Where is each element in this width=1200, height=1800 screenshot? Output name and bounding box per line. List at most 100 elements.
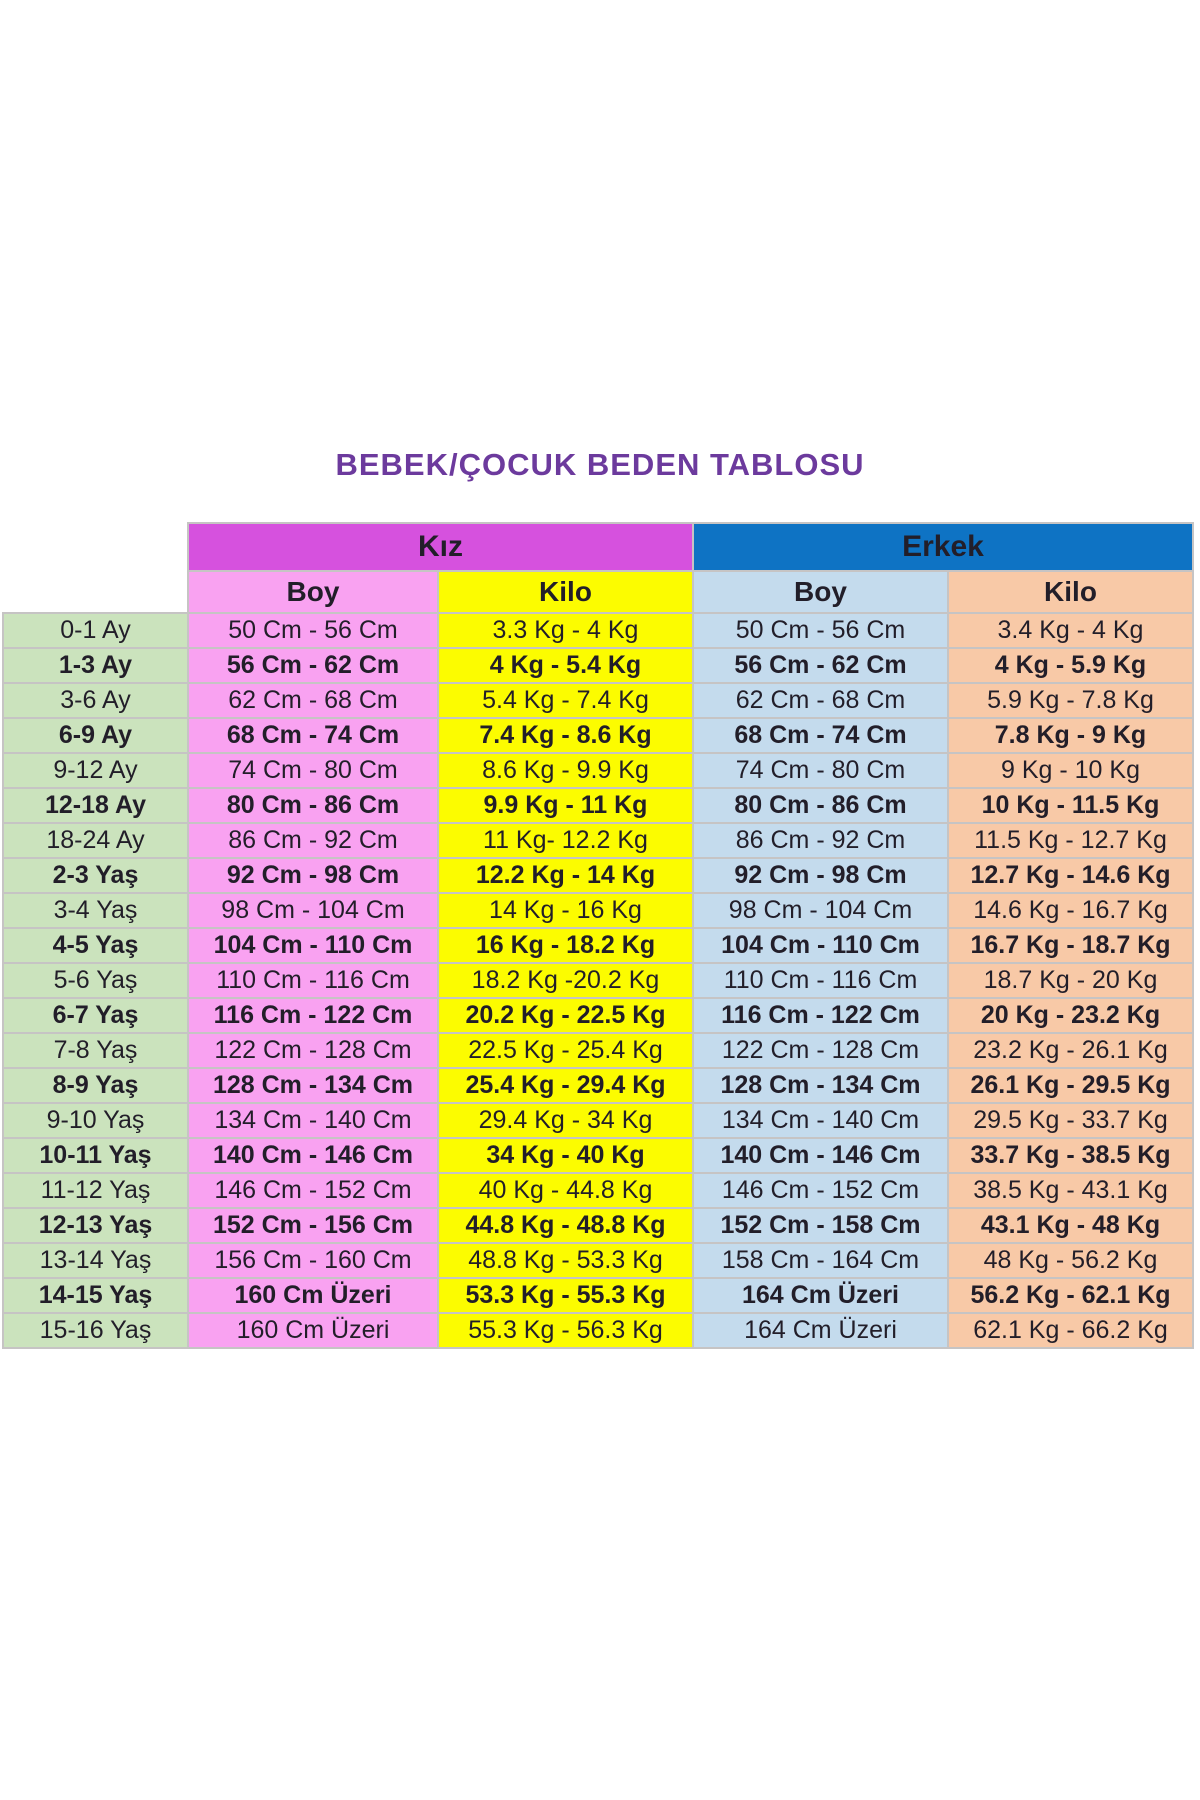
boy-weight-cell: 38.5 Kg - 43.1 Kg xyxy=(947,1172,1194,1209)
boy-weight-cell: 20 Kg - 23.2 Kg xyxy=(947,997,1194,1034)
age-cell: 9-10 Yaş xyxy=(2,1102,189,1139)
boy-height-cell: 140 Cm - 146 Cm xyxy=(692,1137,949,1174)
boy-height-cell: 146 Cm - 152 Cm xyxy=(692,1172,949,1209)
table-row: 3-6 Ay 62 Cm - 68 Cm 5.4 Kg - 7.4 Kg 62 … xyxy=(2,682,1194,719)
boy-weight-cell: 10 Kg - 11.5 Kg xyxy=(947,787,1194,824)
girl-height-cell: 156 Cm - 160 Cm xyxy=(187,1242,439,1279)
boy-height-cell: 110 Cm - 116 Cm xyxy=(692,962,949,999)
table-row: 13-14 Yaş 156 Cm - 160 Cm 48.8 Kg - 53.3… xyxy=(2,1242,1194,1279)
girl-weight-cell: 22.5 Kg - 25.4 Kg xyxy=(437,1032,694,1069)
table-row: 18-24 Ay 86 Cm - 92 Cm 11 Kg- 12.2 Kg 86… xyxy=(2,822,1194,859)
boy-height-cell: 56 Cm - 62 Cm xyxy=(692,647,949,684)
boy-height-cell: 128 Cm - 134 Cm xyxy=(692,1067,949,1104)
table-row: 14-15 Yaş 160 Cm Üzeri 53.3 Kg - 55.3 Kg… xyxy=(2,1277,1194,1314)
girl-weight-cell: 25.4 Kg - 29.4 Kg xyxy=(437,1067,694,1104)
age-cell: 2-3 Yaş xyxy=(2,857,189,894)
age-cell: 8-9 Yaş xyxy=(2,1067,189,1104)
boy-height-cell: 98 Cm - 104 Cm xyxy=(692,892,949,929)
boy-height-cell: 50 Cm - 56 Cm xyxy=(692,612,949,649)
age-cell: 4-5 Yaş xyxy=(2,927,189,964)
boy-height-cell: 104 Cm - 110 Cm xyxy=(692,927,949,964)
boy-weight-cell: 33.7 Kg - 38.5 Kg xyxy=(947,1137,1194,1174)
girl-height-cell: 110 Cm - 116 Cm xyxy=(187,962,439,999)
age-cell: 7-8 Yaş xyxy=(2,1032,189,1069)
table-row: 12-18 Ay 80 Cm - 86 Cm 9.9 Kg - 11 Kg 80… xyxy=(2,787,1194,824)
girl-weight-cell: 12.2 Kg - 14 Kg xyxy=(437,857,694,894)
boy-weight-cell: 48 Kg - 56.2 Kg xyxy=(947,1242,1194,1279)
age-cell: 3-4 Yaş xyxy=(2,892,189,929)
group-header-row: Kız Erkek xyxy=(3,522,1194,572)
boy-weight-cell: 23.2 Kg - 26.1 Kg xyxy=(947,1032,1194,1069)
table-row: 15-16 Yaş 160 Cm Üzeri 55.3 Kg - 56.3 Kg… xyxy=(2,1312,1194,1349)
age-cell: 13-14 Yaş xyxy=(2,1242,189,1279)
table-row: 9-12 Ay 74 Cm - 80 Cm 8.6 Kg - 9.9 Kg 74… xyxy=(2,752,1194,789)
corner-blank-sub xyxy=(3,571,188,613)
girl-weight-cell: 8.6 Kg - 9.9 Kg xyxy=(437,752,694,789)
girl-weight-cell: 40 Kg - 44.8 Kg xyxy=(437,1172,694,1209)
boy-height-cell: 164 Cm Üzeri xyxy=(692,1312,949,1349)
subheader-boy-weight: Kilo xyxy=(947,570,1194,614)
subheader-girl-weight: Kilo xyxy=(437,570,694,614)
girl-weight-cell: 4 Kg - 5.4 Kg xyxy=(437,647,694,684)
boy-weight-cell: 7.8 Kg - 9 Kg xyxy=(947,717,1194,754)
boy-height-cell: 62 Cm - 68 Cm xyxy=(692,682,949,719)
age-cell: 6-7 Yaş xyxy=(2,997,189,1034)
page-title: BEBEK/ÇOCUK BEDEN TABLOSU xyxy=(335,447,865,482)
boy-weight-cell: 3.4 Kg - 4 Kg xyxy=(947,612,1194,649)
age-cell: 3-6 Ay xyxy=(2,682,189,719)
boy-weight-cell: 4 Kg - 5.9 Kg xyxy=(947,647,1194,684)
girl-weight-cell: 53.3 Kg - 55.3 Kg xyxy=(437,1277,694,1314)
age-cell: 1-3 Ay xyxy=(2,647,189,684)
boy-height-cell: 92 Cm - 98 Cm xyxy=(692,857,949,894)
age-cell: 12-13 Yaş xyxy=(2,1207,189,1244)
age-cell: 5-6 Yaş xyxy=(2,962,189,999)
subheader-boy-height: Boy xyxy=(692,570,949,614)
girl-weight-cell: 18.2 Kg -20.2 Kg xyxy=(437,962,694,999)
girl-weight-cell: 7.4 Kg - 8.6 Kg xyxy=(437,717,694,754)
girl-weight-cell: 11 Kg- 12.2 Kg xyxy=(437,822,694,859)
boy-height-cell: 74 Cm - 80 Cm xyxy=(692,752,949,789)
boy-weight-cell: 62.1 Kg - 66.2 Kg xyxy=(947,1312,1194,1349)
table-row: 4-5 Yaş 104 Cm - 110 Cm 16 Kg - 18.2 Kg … xyxy=(2,927,1194,964)
table-row: 9-10 Yaş 134 Cm - 140 Cm 29.4 Kg - 34 Kg… xyxy=(2,1102,1194,1139)
table-row: 6-9 Ay 68 Cm - 74 Cm 7.4 Kg - 8.6 Kg 68 … xyxy=(2,717,1194,754)
boy-height-cell: 164 Cm Üzeri xyxy=(692,1277,949,1314)
table-header: Kız Erkek Boy Kilo Boy Kilo xyxy=(3,522,1194,614)
girl-height-cell: 116 Cm - 122 Cm xyxy=(187,997,439,1034)
boy-weight-cell: 16.7 Kg - 18.7 Kg xyxy=(947,927,1194,964)
boy-weight-cell: 11.5 Kg - 12.7 Kg xyxy=(947,822,1194,859)
girl-weight-cell: 3.3 Kg - 4 Kg xyxy=(437,612,694,649)
boy-height-cell: 152 Cm - 158 Cm xyxy=(692,1207,949,1244)
table-body: 0-1 Ay 50 Cm - 56 Cm 3.3 Kg - 4 Kg 50 Cm… xyxy=(2,612,1194,1349)
boy-height-cell: 80 Cm - 86 Cm xyxy=(692,787,949,824)
table-row: 12-13 Yaş 152 Cm - 156 Cm 44.8 Kg - 48.8… xyxy=(2,1207,1194,1244)
girl-height-cell: 140 Cm - 146 Cm xyxy=(187,1137,439,1174)
girl-weight-cell: 20.2 Kg - 22.5 Kg xyxy=(437,997,694,1034)
group-header-boy: Erkek xyxy=(692,522,1194,572)
age-cell: 9-12 Ay xyxy=(2,752,189,789)
girl-height-cell: 56 Cm - 62 Cm xyxy=(187,647,439,684)
girl-weight-cell: 34 Kg - 40 Kg xyxy=(437,1137,694,1174)
boy-height-cell: 86 Cm - 92 Cm xyxy=(692,822,949,859)
boy-height-cell: 158 Cm - 164 Cm xyxy=(692,1242,949,1279)
corner-blank-top xyxy=(3,523,188,571)
table-row: 10-11 Yaş 140 Cm - 146 Cm 34 Kg - 40 Kg … xyxy=(2,1137,1194,1174)
size-chart-table: Kız Erkek Boy Kilo Boy Kilo 0-1 Ay 50 Cm… xyxy=(2,522,1194,1349)
group-header-girl: Kız xyxy=(187,522,694,572)
girl-weight-cell: 55.3 Kg - 56.3 Kg xyxy=(437,1312,694,1349)
girl-height-cell: 92 Cm - 98 Cm xyxy=(187,857,439,894)
boy-weight-cell: 43.1 Kg - 48 Kg xyxy=(947,1207,1194,1244)
age-cell: 6-9 Ay xyxy=(2,717,189,754)
girl-height-cell: 104 Cm - 110 Cm xyxy=(187,927,439,964)
boy-weight-cell: 26.1 Kg - 29.5 Kg xyxy=(947,1067,1194,1104)
boy-weight-cell: 12.7 Kg - 14.6 Kg xyxy=(947,857,1194,894)
girl-height-cell: 62 Cm - 68 Cm xyxy=(187,682,439,719)
boy-height-cell: 68 Cm - 74 Cm xyxy=(692,717,949,754)
girl-height-cell: 68 Cm - 74 Cm xyxy=(187,717,439,754)
girl-weight-cell: 44.8 Kg - 48.8 Kg xyxy=(437,1207,694,1244)
boy-weight-cell: 5.9 Kg - 7.8 Kg xyxy=(947,682,1194,719)
table-row: 11-12 Yaş 146 Cm - 152 Cm 40 Kg - 44.8 K… xyxy=(2,1172,1194,1209)
age-cell: 18-24 Ay xyxy=(2,822,189,859)
boy-weight-cell: 29.5 Kg - 33.7 Kg xyxy=(947,1102,1194,1139)
girl-height-cell: 152 Cm - 156 Cm xyxy=(187,1207,439,1244)
